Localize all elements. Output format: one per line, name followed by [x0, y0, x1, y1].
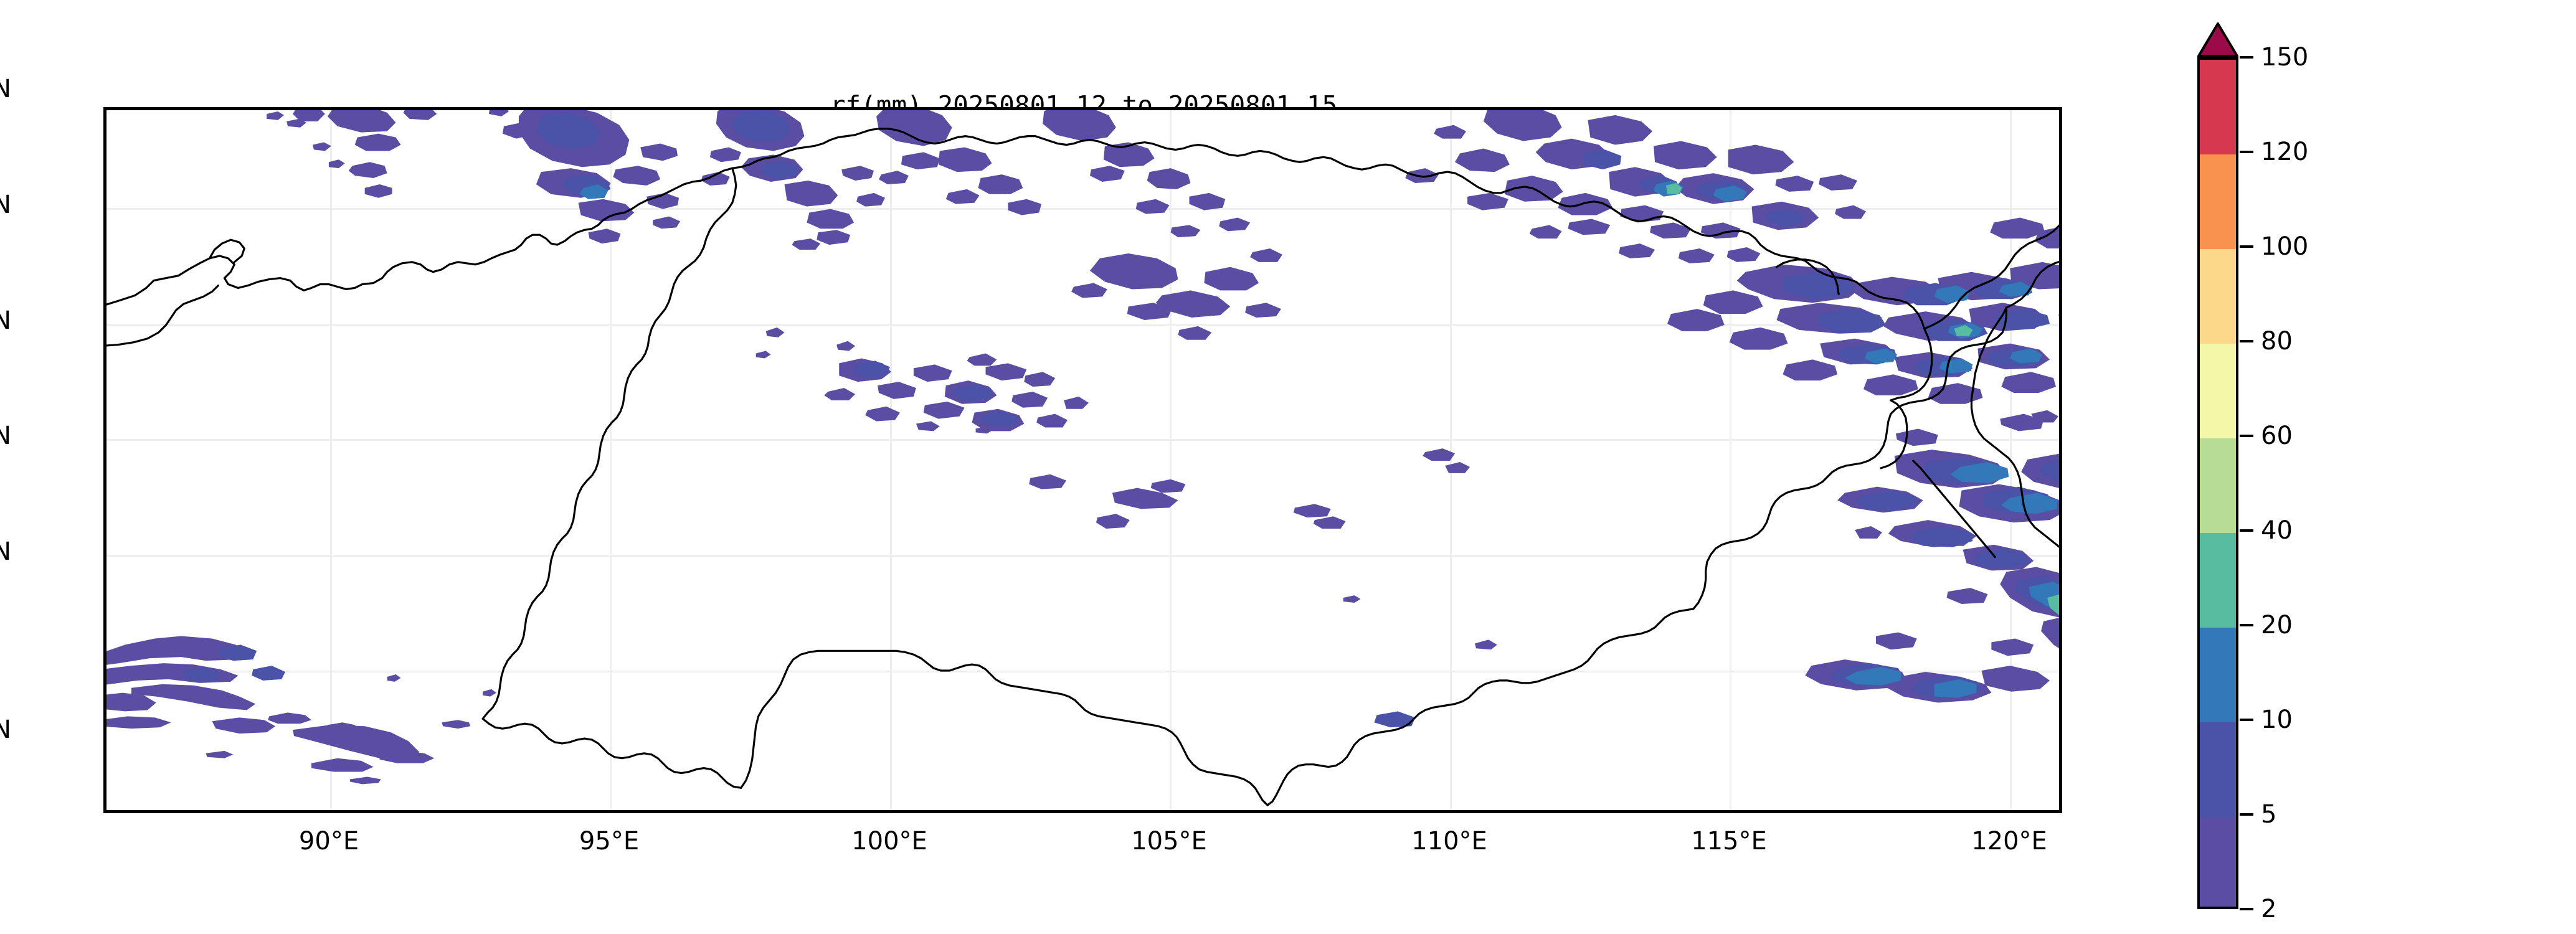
ytick-label-52n: 52°N — [0, 75, 11, 103]
colorbar-band-120-150 — [2200, 60, 2236, 154]
colorbar-label-60: 60 — [2261, 422, 2293, 450]
colorbar-label-20: 20 — [2261, 611, 2293, 639]
gridline-lat-48 — [107, 324, 2059, 326]
ytick-label-42n: 42°N — [0, 715, 11, 744]
ytick-label-46n: 46°N — [0, 422, 11, 450]
colorbar-band-5-10 — [2200, 722, 2236, 817]
xtick-label-105e: 105°E — [1131, 827, 1207, 856]
gridline-lat-42 — [107, 671, 2059, 672]
country-borders — [107, 128, 2059, 806]
colorbar-band-60-80 — [2200, 344, 2236, 438]
colorbar-band-80-100 — [2200, 249, 2236, 344]
map-content — [107, 110, 2059, 806]
gridline-lon-100 — [890, 110, 892, 810]
colorbar-band-20-40 — [2200, 533, 2236, 628]
colorbar-tick-5 — [2240, 813, 2253, 816]
colorbar-label-40: 40 — [2261, 516, 2293, 545]
colorbar-label-150: 150 — [2261, 43, 2309, 72]
gridline-lat-44 — [107, 555, 2059, 557]
xtick-label-120e: 120°E — [1971, 827, 2047, 856]
colorbar-band-100-120 — [2200, 154, 2236, 249]
gridline-lon-95 — [610, 110, 612, 810]
colorbar-band-2-5 — [2200, 817, 2236, 907]
gridline-lon-110 — [1450, 110, 1452, 810]
map-plot-area — [107, 110, 2059, 810]
colorbar-label-2: 2 — [2261, 895, 2277, 923]
colorbar-tick-2 — [2240, 908, 2253, 910]
gridline-lon-105 — [1170, 110, 1172, 810]
xtick-label-100e: 100°E — [851, 827, 927, 856]
gridline-lon-90 — [330, 110, 332, 810]
gridline-lat-50 — [107, 208, 2059, 210]
ytick-label-44n: 44°N — [0, 537, 11, 566]
xtick-label-95e: 95°E — [579, 827, 640, 856]
colorbar-band-10-20 — [2200, 628, 2236, 722]
colorbar-tick-80 — [2240, 340, 2253, 342]
xtick-label-90e: 90°E — [298, 827, 359, 856]
precip-band-20-40 — [1666, 182, 2059, 616]
xtick-label-110e: 110°E — [1411, 827, 1487, 856]
ytick-label-48n: 48°N — [0, 306, 11, 335]
colorbar-tick-100 — [2240, 245, 2253, 248]
colorbar-band-40-60 — [2200, 438, 2236, 533]
gridline-lon-115 — [1730, 110, 1731, 810]
precip-band-2-5 — [107, 110, 2059, 785]
xtick-label-115e: 115°E — [1691, 827, 1767, 856]
colorbar-tick-10 — [2240, 719, 2253, 721]
colorbar-tick-150 — [2240, 56, 2253, 59]
colorbar-label-10: 10 — [2261, 705, 2293, 734]
map-axes — [103, 107, 2062, 813]
colorbar-tick-60 — [2240, 435, 2253, 437]
colorbar-label-5: 5 — [2261, 800, 2277, 829]
colorbar-tick-120 — [2240, 151, 2253, 153]
colorbar — [2197, 22, 2238, 909]
colorbar-label-120: 120 — [2261, 138, 2309, 166]
gridline-lat-46 — [107, 439, 2059, 441]
colorbar-label-80: 80 — [2261, 327, 2293, 356]
precip-band-10-20 — [579, 180, 2059, 698]
colorbar-bands — [2197, 57, 2238, 909]
colorbar-label-100: 100 — [2261, 232, 2309, 261]
colorbar-extend-max-arrow — [2197, 22, 2238, 57]
colorbar-tick-20 — [2240, 624, 2253, 626]
colorbar-tick-40 — [2240, 529, 2253, 532]
ytick-label-50n: 50°N — [0, 191, 11, 219]
